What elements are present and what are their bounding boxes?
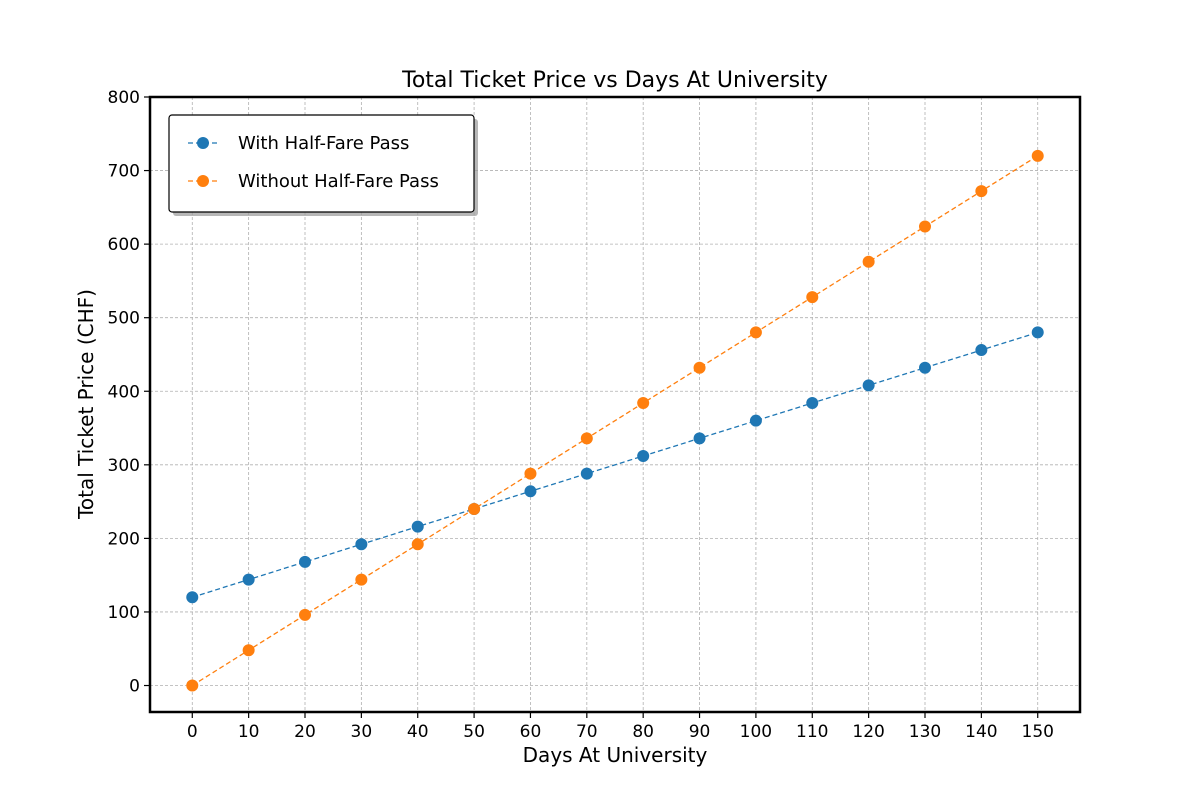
- y-axis-label: Total Ticket Price (CHF): [74, 289, 98, 520]
- data-point: [299, 555, 311, 568]
- data-point: [975, 185, 988, 198]
- data-point: [411, 538, 424, 551]
- x-tick-label: 0: [187, 722, 198, 742]
- data-point: [524, 485, 537, 498]
- x-tick-label: 40: [407, 722, 429, 742]
- y-tick-label: 300: [108, 456, 140, 476]
- y-tick-label: 700: [108, 162, 140, 182]
- x-axis: 0 10 20 30 40 50 60 70 80 90 100 110 120 130 140 150: [187, 712, 1054, 742]
- plot-frame: [148, 95, 1082, 714]
- data-point: [975, 344, 988, 357]
- legend-marker: [197, 175, 209, 187]
- data-point: [862, 255, 875, 268]
- legend-marker: [197, 137, 209, 149]
- data-point: [299, 608, 311, 621]
- y-axis: 0 100 200 300 400 500 600 700 800: [108, 88, 150, 697]
- data-point: [919, 220, 931, 233]
- data-point: [580, 467, 593, 480]
- data-point: [580, 432, 593, 445]
- data-point: [524, 467, 537, 480]
- x-tick-label: 120: [852, 722, 884, 742]
- legend-box: [168, 114, 475, 213]
- data-point: [862, 379, 875, 392]
- series-line-without-half-fare-pass: [191, 155, 1039, 687]
- y-tick-label: 100: [108, 603, 140, 623]
- x-tick-label: 140: [965, 722, 997, 742]
- legend-label: With Half-Fare Pass: [238, 133, 409, 154]
- data-point: [806, 291, 819, 304]
- data-point: [242, 573, 255, 586]
- x-tick-label: 110: [796, 722, 828, 742]
- x-axis-label: Days At University: [523, 743, 708, 767]
- x-tick-label: 60: [520, 722, 542, 742]
- x-tick-label: 30: [351, 722, 373, 742]
- data-point: [186, 591, 199, 604]
- data-point: [919, 361, 931, 374]
- data-point: [749, 414, 762, 427]
- data-point: [693, 361, 706, 374]
- data-point: [186, 679, 199, 692]
- x-tick-label: 10: [238, 722, 260, 742]
- x-tick-label: 100: [740, 722, 772, 742]
- data-point: [637, 397, 650, 410]
- legend-item: With Half-Fare Pass: [188, 133, 409, 154]
- y-tick-label: 200: [108, 529, 140, 549]
- x-tick-label: 130: [909, 722, 941, 742]
- legend-item: Without Half-Fare Pass: [188, 171, 439, 192]
- series-layer: [186, 149, 1044, 692]
- series-without-half-fare-pass: [186, 149, 1044, 692]
- y-tick-label: 500: [108, 309, 140, 329]
- legend: With Half-Fare Pass Without Half-Fare Pas…: [168, 114, 478, 216]
- x-tick-label: 80: [632, 722, 654, 742]
- y-tick-label: 800: [108, 88, 140, 108]
- data-point: [242, 644, 255, 657]
- chart-title: Total Ticket Price vs Days At University: [401, 68, 828, 93]
- legend-label: Without Half-Fare Pass: [238, 171, 439, 192]
- x-tick-label: 50: [463, 722, 485, 742]
- data-point: [355, 538, 368, 551]
- x-tick-label: 70: [576, 722, 598, 742]
- x-tick-label: 20: [294, 722, 316, 742]
- data-point: [637, 449, 650, 462]
- x-tick-label: 90: [689, 722, 711, 742]
- data-point: [355, 573, 368, 586]
- data-point: [1031, 326, 1044, 339]
- data-point: [806, 397, 819, 410]
- data-point: [468, 502, 481, 515]
- series-line-with-half-fare-pass: [192, 331, 1038, 598]
- x-tick-label: 150: [1022, 722, 1054, 742]
- data-point: [1031, 149, 1044, 162]
- y-tick-label: 400: [108, 382, 140, 402]
- legend-items: With Half-Fare Pass Without Half-Fare Pas…: [188, 133, 439, 192]
- data-point: [749, 326, 762, 339]
- y-tick-label: 0: [129, 677, 140, 697]
- data-point: [411, 520, 424, 533]
- data-point: [693, 432, 706, 445]
- y-tick-label: 600: [108, 235, 140, 255]
